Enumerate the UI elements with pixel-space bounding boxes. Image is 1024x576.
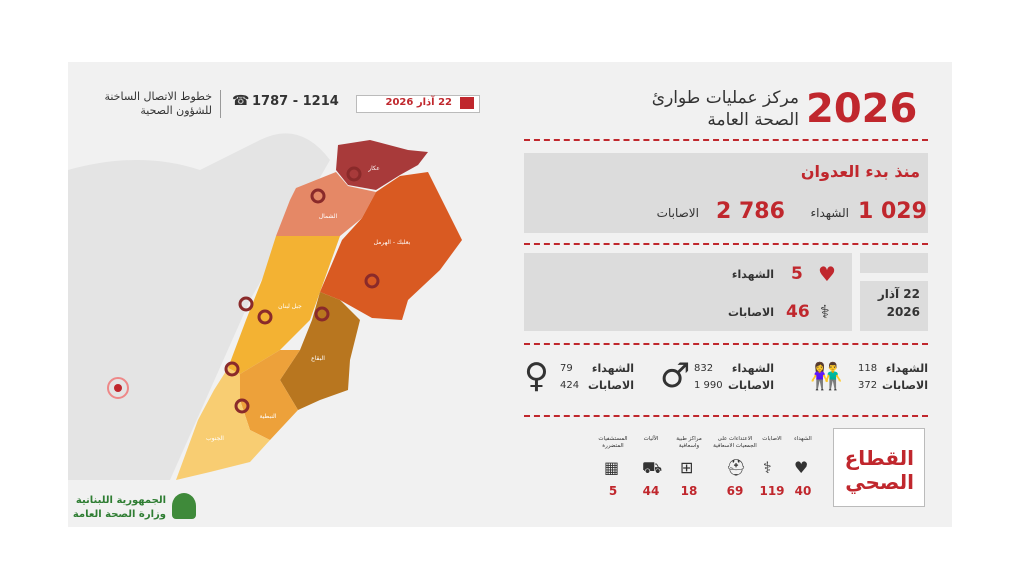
ministry-logo bbox=[172, 493, 196, 519]
women-killed: 79 bbox=[560, 363, 573, 374]
marker bbox=[234, 398, 250, 414]
injured-label: الاصابات bbox=[727, 379, 774, 392]
region-label: بعلبك - الهرمل bbox=[374, 239, 411, 246]
killed-label: الشهداء bbox=[731, 362, 774, 375]
region-label: الجنوب bbox=[206, 435, 224, 442]
blank-box bbox=[860, 253, 928, 273]
title-line1: مركز عمليات طوارئ bbox=[651, 88, 799, 108]
daily-box bbox=[524, 253, 852, 331]
region-label: البقاع bbox=[311, 355, 325, 362]
pulse bbox=[107, 377, 129, 399]
footer-line1: الجمهورية اللبنانية bbox=[75, 495, 166, 506]
hotline-label: للشؤون الصحية bbox=[140, 104, 212, 117]
killed-label: الشهداء bbox=[591, 362, 634, 375]
sector-box bbox=[833, 428, 925, 507]
hotline-number: 1787 - 1214 bbox=[252, 94, 339, 109]
marker bbox=[314, 306, 330, 322]
background-land bbox=[68, 133, 330, 481]
item-icon: ⛟ bbox=[642, 458, 663, 477]
item-icon: ⚕ bbox=[763, 458, 772, 477]
footer-line2: وزارة الصحة العامة bbox=[72, 509, 166, 520]
daily-injured: 46 bbox=[786, 302, 810, 322]
item-value: 5 bbox=[608, 484, 618, 498]
injured-label: الاصابات bbox=[656, 206, 699, 220]
item-label: مراكز طبية واسعافية bbox=[676, 436, 702, 449]
date-box bbox=[356, 95, 480, 113]
region-label: النبطية bbox=[259, 413, 276, 420]
region-south bbox=[176, 368, 270, 480]
marker bbox=[346, 166, 362, 182]
item-icon: ♥ bbox=[794, 458, 809, 477]
separator bbox=[524, 415, 928, 417]
children-injured: 372 bbox=[858, 380, 878, 391]
date-daily-box bbox=[860, 281, 928, 331]
item-label: المستشفيات المتضررة bbox=[598, 436, 628, 449]
injured-label: الاصابات bbox=[881, 379, 928, 392]
injured-icon: ⚕ bbox=[820, 302, 830, 323]
region-label: الشمال bbox=[319, 213, 338, 220]
region-bekaa bbox=[280, 292, 360, 410]
men-injured: 1 990 bbox=[694, 380, 723, 391]
daily-date: 22 آذار bbox=[877, 287, 920, 301]
heart-icon: ♥ bbox=[818, 262, 836, 286]
item-label: الشهداء bbox=[794, 436, 812, 442]
marker bbox=[238, 296, 254, 312]
calendar-icon bbox=[460, 97, 474, 109]
item-icon: ▦ bbox=[604, 458, 620, 477]
separator bbox=[524, 343, 928, 345]
marker bbox=[364, 273, 380, 289]
sector-title: الصحي bbox=[845, 470, 914, 494]
map: عكار الشمال بعلبك - الهرمل جبل لبنان الب… bbox=[68, 133, 462, 481]
year: 2026 bbox=[806, 86, 918, 132]
daily-injured-label: الاصابات bbox=[727, 306, 774, 319]
killed-total: 1 029 bbox=[858, 199, 927, 224]
children-killed: 118 bbox=[858, 363, 878, 374]
item-label: الآليات bbox=[643, 436, 659, 442]
separator bbox=[524, 139, 928, 141]
item-value: 69 bbox=[726, 484, 744, 498]
since-title: منذ بدء العدوان bbox=[800, 162, 920, 181]
daily-date: 2026 bbox=[886, 305, 920, 319]
item-icon: ⊞ bbox=[680, 458, 694, 477]
region-label: عكار bbox=[367, 165, 380, 172]
marker bbox=[310, 188, 326, 204]
killed-label: الشهداء bbox=[810, 206, 849, 220]
children-icon: 👫 bbox=[810, 362, 843, 392]
sector-title: القطاع bbox=[844, 446, 914, 470]
item-label: الاعتداءات على الجمعيات الاسعافية bbox=[713, 436, 757, 449]
item-value: 40 bbox=[794, 484, 812, 498]
region-baalbek bbox=[320, 172, 462, 320]
item-label: الاصابات bbox=[762, 436, 782, 442]
phone-icon: ☎ bbox=[232, 93, 250, 109]
item-icon: ⛑ bbox=[726, 458, 747, 477]
region-labels: عكار الشمال بعلبك - الهرمل جبل لبنان الب… bbox=[206, 165, 411, 442]
date: 22 آذار 2026 bbox=[385, 97, 452, 108]
region-label: جبل لبنان bbox=[278, 303, 302, 310]
hotline-label: خطوط الاتصال الساخنة bbox=[104, 90, 212, 103]
region-nabatieh bbox=[240, 350, 300, 440]
daily-killed: 5 bbox=[791, 264, 803, 284]
divider bbox=[220, 90, 221, 118]
marker bbox=[257, 309, 273, 325]
separator bbox=[524, 243, 928, 245]
injured-total: 2 786 bbox=[716, 199, 785, 224]
woman-icon: ♀ bbox=[524, 356, 549, 396]
injured-label: الاصابات bbox=[587, 379, 634, 392]
title-line2: الصحة العامة bbox=[707, 110, 799, 130]
marker bbox=[224, 361, 240, 377]
man-icon: ♂ bbox=[660, 356, 691, 396]
region-mount bbox=[228, 236, 340, 374]
pulse-dot bbox=[114, 384, 122, 392]
item-value: 18 bbox=[680, 484, 698, 498]
women-injured: 424 bbox=[560, 380, 580, 391]
men-killed: 832 bbox=[694, 363, 714, 374]
since-box bbox=[524, 153, 928, 233]
item-value: 119 bbox=[759, 484, 785, 498]
killed-label: الشهداء bbox=[885, 362, 928, 375]
region-north bbox=[276, 172, 376, 236]
markers bbox=[224, 166, 380, 414]
daily-killed-label: الشهداء bbox=[731, 268, 774, 281]
item-value: 44 bbox=[642, 484, 660, 498]
